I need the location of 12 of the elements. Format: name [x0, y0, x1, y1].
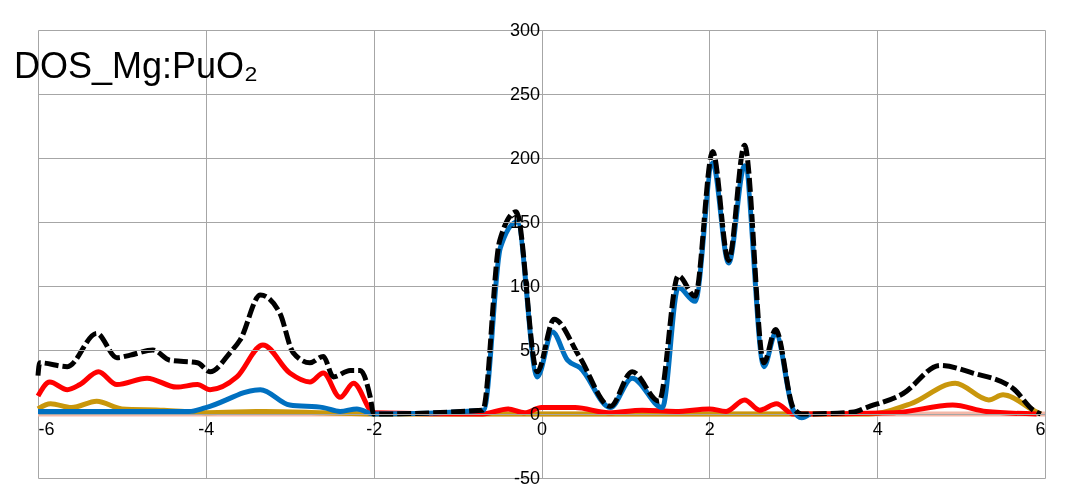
x-tick-label: 2: [704, 418, 715, 439]
y-tick-label: 200: [509, 147, 540, 168]
x-tick-label: -2: [366, 418, 383, 439]
x-tick-label: -4: [198, 418, 215, 439]
x-tick-label: 6: [1035, 418, 1046, 439]
x-tick-label: 4: [872, 418, 883, 439]
y-tick-label: 300: [509, 19, 540, 40]
y-tick-label: -50: [513, 467, 540, 488]
y-tick-label: 0: [529, 403, 540, 424]
y-tick-label: 250: [509, 83, 540, 104]
chart-title: DOS_Mg:PuO₂: [14, 45, 259, 86]
x-tick-label: -6: [38, 418, 55, 439]
